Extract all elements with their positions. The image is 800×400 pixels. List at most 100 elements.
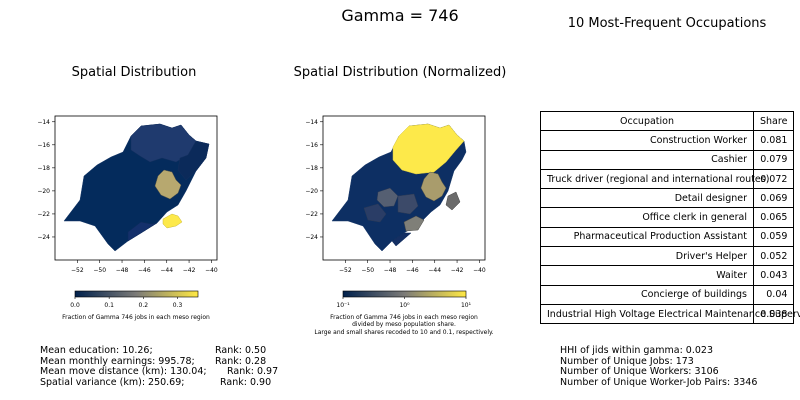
share-cell: 0.069 — [752, 188, 795, 209]
stat-label: Mean move distance (km): 130.04; — [40, 366, 207, 377]
table-body: Construction Worker 0.081 Cashier 0.079 Truc… — [540, 130, 800, 325]
map1-regions — [63, 123, 210, 252]
map1-colorbar-ticks: 0.0 0.1 0.2 0.3 — [70, 297, 182, 309]
map2-colorbar-tick-label: 10¹ — [461, 302, 472, 309]
table-title: 10 Most-Frequent Occupations — [567, 16, 767, 31]
occupation-cell: Office clerk in general — [540, 207, 754, 228]
map1-region-central — [154, 169, 182, 200]
map2-xtick-label: −52 — [339, 267, 352, 274]
map2-xticks: −52 −50 −48 −46 −44 −42 −40 — [339, 260, 486, 274]
map1-xtick-label: −44 — [160, 267, 173, 274]
table-row: Concierge of buildings 0.04 — [540, 284, 795, 305]
map2-axes-frame — [322, 115, 486, 261]
map1-ytick-label: −18 — [37, 165, 50, 172]
stat-row: Mean monthly earnings: 995.78; Rank: 0.28 — [40, 355, 340, 368]
map2-ytick-label: −14 — [305, 119, 318, 126]
occupation-cell: Waiter — [540, 265, 754, 286]
column-header-share: Share — [752, 110, 795, 132]
map2-ytick-label: −16 — [305, 142, 318, 149]
stat-line: Number of Unique Workers: 3106 — [560, 366, 719, 377]
map1-region-south — [127, 221, 158, 242]
share-cell: 0.038 — [752, 303, 795, 325]
share-cell: 0.081 — [752, 130, 795, 151]
map1-xtick-label: −52 — [71, 267, 84, 274]
map2-region-east — [445, 191, 461, 211]
map1-colorbar-tick-label: 0.2 — [139, 302, 149, 309]
map1-ytick-label: −24 — [37, 234, 50, 241]
map2-yticks: −14 −16 −18 −20 −22 −24 — [305, 119, 323, 241]
map1-yticks: −14 −16 −18 −20 −22 −24 — [37, 119, 55, 241]
map1-region-east — [177, 140, 210, 181]
stat-line: Number of Unique Jobs: 173 — [560, 355, 694, 367]
table-row: Waiter 0.043 — [540, 265, 795, 286]
share-cell: 0.059 — [752, 226, 795, 248]
map2-ytick-label: −22 — [305, 211, 318, 218]
map1-xtick-label: −48 — [116, 267, 129, 274]
map1-xtick-label: −50 — [93, 267, 106, 274]
map1-axes-frame — [54, 115, 218, 261]
share-cell: 0.079 — [752, 149, 795, 170]
stat-rank: Rank: 0.97 — [227, 366, 279, 377]
stat-line: HHI of jids within gamma: 0.023 — [560, 345, 713, 356]
map1-colorbar-tick-label: 0.3 — [173, 302, 183, 309]
occupation-cell: Detail designer — [540, 188, 754, 209]
stat-row: Spatial variance (km): 250.69; Rank: 0.90 — [40, 377, 340, 389]
map2-colorbar-label-3: Large and small shares recoded to 10 and… — [314, 329, 493, 336]
map2-region-south2 — [391, 232, 412, 247]
map2-colorbar-tick-label: 10⁰ — [399, 302, 410, 309]
map2-xtick-label: −46 — [406, 267, 419, 274]
map2-xtick-label: −44 — [428, 267, 441, 274]
map2-region-mid2 — [397, 193, 419, 215]
map1-region-se — [162, 213, 183, 229]
share-cell: 0.052 — [752, 246, 795, 267]
map2-region-central — [420, 171, 447, 202]
map2-regions — [331, 123, 467, 252]
stats-left: Mean education: 10.26; Rank: 0.50 Mean mo… — [40, 345, 340, 389]
stat-line: Number of Unique Worker-Job Pairs: 3346 — [560, 376, 758, 388]
map1-xtick-label: −42 — [183, 267, 196, 274]
table-row: Construction Worker 0.081 — [540, 130, 795, 151]
table-row: Truck driver (regional and international… — [540, 168, 795, 190]
map1-chart: −52 −50 −48 −46 −44 −42 −40 −14 −16 −18 −20 −22 −24… — [37, 115, 218, 321]
column-header-occupation: Occupation — [540, 110, 754, 132]
map2-colorbar-tick-label: 10⁻¹ — [336, 302, 350, 309]
stat-rank: Rank: 0.28 — [215, 355, 267, 367]
map1-colorbar-tick-label: 0.0 — [70, 302, 80, 309]
table-row: Cashier 0.079 — [540, 149, 795, 170]
map1-colorbar-tick-label: 0.1 — [104, 302, 114, 309]
map2-xtick-label: −40 — [473, 267, 486, 274]
occupation-cell: Pharmaceutical Production Assistant — [540, 226, 754, 248]
map1-colorbar-label: Fraction of Gamma 746 jobs in each meso … — [62, 314, 210, 321]
map1-ytick-label: −14 — [37, 119, 50, 126]
share-cell: 0.043 — [752, 265, 795, 286]
occupation-cell: Concierge of buildings — [540, 284, 754, 305]
table-row: Industrial High Voltage Electrical Maint… — [540, 303, 800, 325]
map2-ytick-label: −24 — [305, 234, 318, 241]
stat-label: Mean monthly earnings: 995.78; — [40, 355, 195, 367]
map2-colorbar-label-2: divided by meso population share. — [352, 321, 456, 328]
table-row: Driver's Helper 0.052 — [540, 246, 795, 267]
map1-colorbar — [74, 290, 199, 298]
map1-ytick-label: −20 — [37, 188, 50, 195]
table-row: Detail designer 0.069 — [540, 188, 795, 209]
occupation-table: Occupation Share Construction Worker 0.08… — [540, 110, 800, 325]
stats-right: HHI of jids within gamma: 0.023 Number o… — [560, 345, 790, 388]
occupation-cell: Industrial High Voltage Electrical Maint… — [540, 303, 800, 325]
share-cell: 0.065 — [752, 207, 795, 228]
map1-xticks: −52 −50 −48 −46 −44 −42 −40 — [71, 260, 218, 274]
map1-xtick-label: −46 — [138, 267, 151, 274]
map2-ytick-label: −20 — [305, 188, 318, 195]
occupation-cell: Construction Worker — [540, 130, 754, 151]
map2-colorbar-ticks: 10⁻¹ 10⁰ 10¹ — [336, 297, 472, 309]
table-row: Pharmaceutical Production Assistant 0.059 — [540, 226, 795, 248]
map2-chart: −52 −50 −48 −46 −44 −42 −40 −14 −16 −18 −20 −22 −24… — [305, 115, 494, 336]
map2-colorbar-label-1: Fraction of Gamma 746 jobs in each meso … — [330, 314, 478, 321]
stat-rank: Rank: 0.50 — [215, 345, 267, 356]
map1-ytick-label: −22 — [37, 211, 50, 218]
stat-label: Mean education: 10.26; — [40, 345, 153, 356]
occupation-cell: Driver's Helper — [540, 246, 754, 267]
map2-region-mid3 — [363, 203, 387, 223]
figure-title: Gamma = 746 — [341, 6, 459, 25]
map2-title: Spatial Distribution (Normalized) — [293, 65, 507, 80]
map1-xtick-label: −40 — [205, 267, 218, 274]
